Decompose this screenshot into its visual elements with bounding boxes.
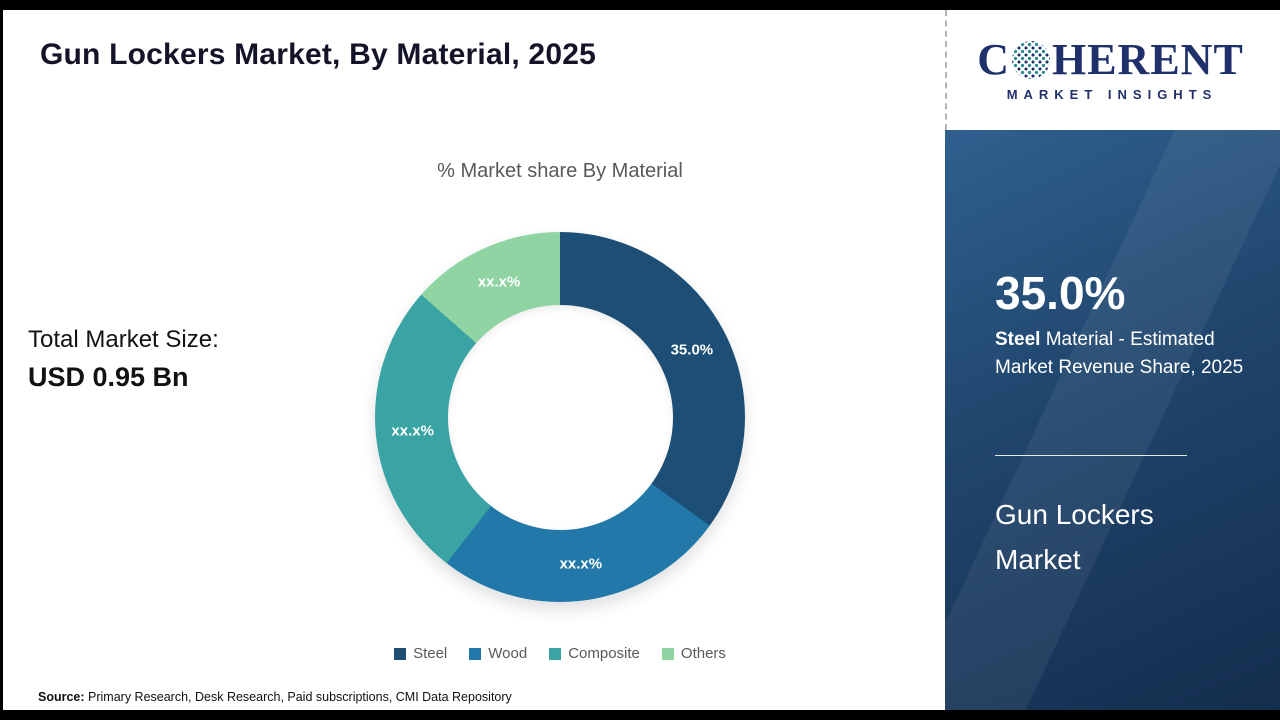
legend-item: Wood bbox=[469, 645, 527, 662]
source-note: Source: Primary Research, Desk Research,… bbox=[38, 690, 512, 704]
logo-letters-herent: HERENT bbox=[1051, 35, 1244, 84]
legend-item: Composite bbox=[549, 645, 640, 662]
logo-globe-icon bbox=[1011, 41, 1050, 79]
source-label: Source: bbox=[38, 690, 85, 704]
legend-item: Steel bbox=[394, 645, 447, 662]
highlight-description: Steel Material - Estimated Market Revenu… bbox=[995, 326, 1250, 382]
divider bbox=[995, 455, 1187, 456]
legend-label: Others bbox=[680, 645, 726, 662]
legend-swatch bbox=[469, 647, 482, 660]
main-panel: Gun Lockers Market, By Material, 2025 % … bbox=[3, 10, 945, 710]
total-market-size: Total Market Size: USD 0.95 Bn bbox=[28, 326, 219, 393]
slice-label: xx.x% bbox=[391, 422, 434, 440]
donut-hole bbox=[447, 304, 673, 530]
slice-label: xx.x% bbox=[477, 273, 521, 291]
donut-chart: 35.0% xx.x% xx.x% xx.x% bbox=[375, 232, 745, 602]
logo-wordmark: C HERENT bbox=[977, 38, 1244, 82]
sidebar-market-title: Gun Lockers Market bbox=[995, 499, 1154, 575]
highlight-value: 35.0% bbox=[995, 267, 1126, 319]
slice-label: 35.0% bbox=[670, 341, 714, 359]
legend-swatch bbox=[394, 647, 407, 660]
sidebar: C HERENT MARKET INSIGHTS 35.0% Steel Mat… bbox=[945, 10, 1280, 710]
source-text: Primary Research, Desk Research, Paid su… bbox=[84, 690, 512, 704]
legend-label: Wood bbox=[488, 645, 528, 662]
legend-label: Composite bbox=[568, 645, 640, 662]
total-market-size-label: Total Market Size: bbox=[28, 326, 219, 353]
logo-subtitle: MARKET INSIGHTS bbox=[1006, 87, 1218, 102]
legend-item: Others bbox=[661, 645, 726, 662]
legend-swatch bbox=[661, 647, 674, 660]
logo: C HERENT MARKET INSIGHTS bbox=[945, 10, 1280, 130]
page-title: Gun Lockers Market, By Material, 2025 bbox=[40, 38, 596, 71]
chart-title: % Market share By Material bbox=[437, 160, 683, 182]
highlight-description-rest: Material - Estimated Market Revenue Shar… bbox=[995, 329, 1244, 378]
legend-label: Steel bbox=[413, 645, 448, 662]
total-market-size-value: USD 0.95 Bn bbox=[28, 362, 189, 392]
content-area: Gun Lockers Market, By Material, 2025 % … bbox=[3, 10, 1280, 710]
highlight-panel: 35.0% Steel Material - Estimated Market … bbox=[945, 130, 1280, 710]
logo-letter-c: C bbox=[977, 35, 1010, 84]
chart-legend: Steel Wood Composite Others bbox=[310, 645, 810, 662]
slice-label: xx.x% bbox=[559, 555, 603, 573]
highlight-description-bold: Steel bbox=[995, 329, 1041, 350]
legend-swatch bbox=[549, 647, 562, 660]
